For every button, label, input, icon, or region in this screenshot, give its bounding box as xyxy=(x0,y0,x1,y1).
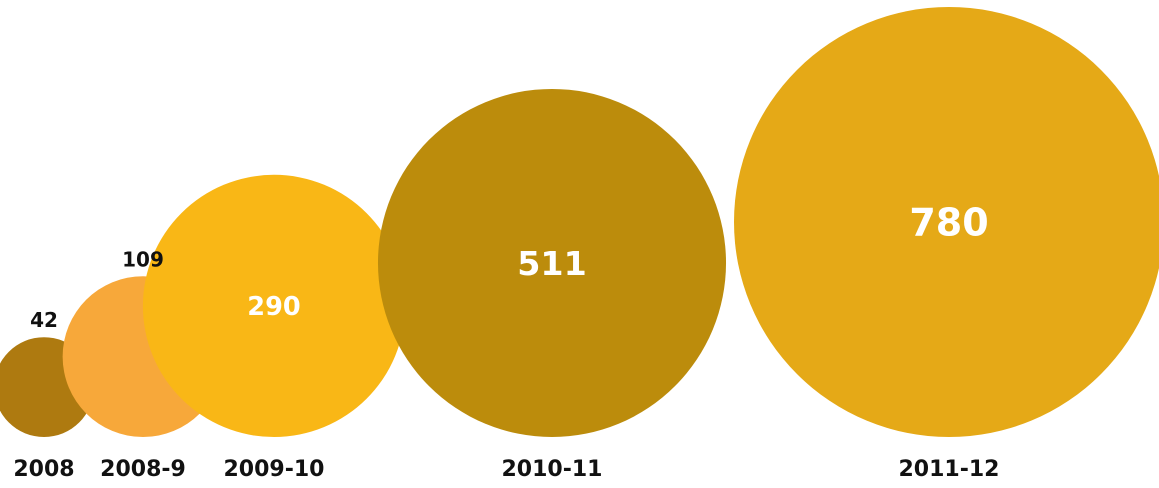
category-label-2009-10: 2009-10 xyxy=(224,457,325,482)
value-label-2011-12: 780 xyxy=(909,201,988,245)
category-label-2008: 2008 xyxy=(13,457,74,482)
category-label-2011-12: 2011-12 xyxy=(899,457,1000,482)
bubbles-group xyxy=(0,7,1159,438)
value-label-2010-11: 511 xyxy=(517,244,587,283)
category-labels-group: 2008 2008-9 2009-10 2010-11 2011-12 xyxy=(13,457,999,482)
value-label-2008-9: 109 xyxy=(122,247,164,271)
bubble-2011-12 xyxy=(734,7,1159,437)
bubble-2009-10 xyxy=(142,174,406,437)
value-label-2008: 42 xyxy=(30,308,58,332)
value-labels-group: 42 109 290 511 780 xyxy=(30,201,989,333)
category-label-2010-11: 2010-11 xyxy=(502,457,603,482)
category-label-2008-9: 2008-9 xyxy=(100,457,186,482)
value-label-2009-10: 290 xyxy=(247,292,300,322)
bubble-2010-11 xyxy=(377,88,727,437)
